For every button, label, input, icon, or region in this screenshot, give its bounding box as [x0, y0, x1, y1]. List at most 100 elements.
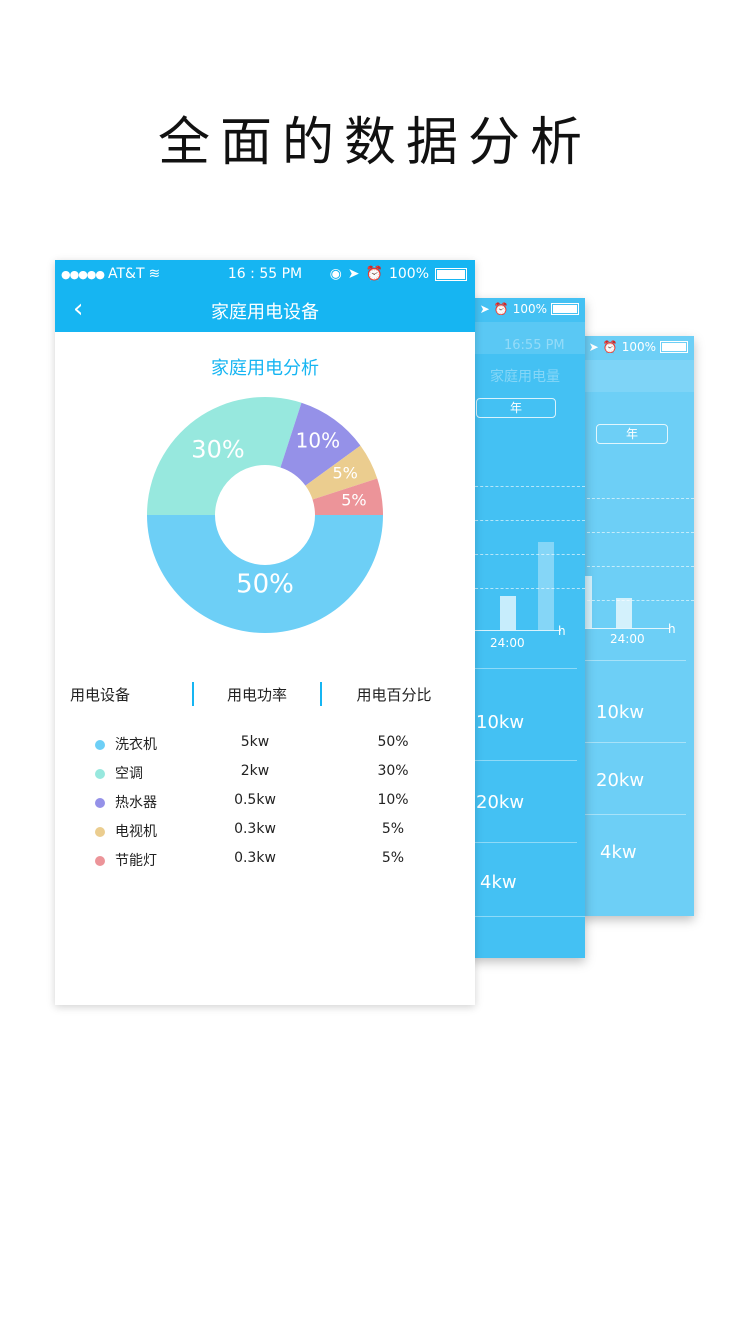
header-power: 用电功率	[226, 686, 287, 704]
table-row: 节能灯 0.3kw 5%	[55, 850, 475, 874]
status-time: 16 : 55 PM	[227, 266, 303, 282]
nav-bar: ●●●●● AT&T ≋ 16 : 55 PM ◉ ➤ ⏰ 100% ‹ 家庭用…	[55, 260, 475, 332]
bar	[500, 596, 516, 630]
headline: 全面的数据分析	[157, 113, 592, 173]
alarm-icon: ⏰	[493, 302, 509, 316]
grid-line	[582, 532, 694, 533]
nav-bar	[582, 360, 694, 392]
grid-line	[582, 566, 694, 567]
x-axis	[470, 630, 561, 631]
header-divider	[320, 682, 322, 706]
kw-value: 20kw	[596, 770, 645, 791]
slice-label-5: 5%	[341, 490, 366, 509]
nav-title: 家庭用电量	[490, 369, 560, 385]
kw-value: 10kw	[596, 702, 645, 723]
slice-label-2: 30%	[191, 435, 244, 463]
bar	[538, 542, 554, 630]
slice-label-3: 10%	[296, 429, 340, 453]
battery-label: 100%	[388, 266, 429, 282]
chart-title: 家庭用电分析	[211, 358, 319, 379]
carrier-label: AT&T	[108, 266, 145, 282]
divider	[582, 660, 686, 661]
device-power: 5kw	[240, 734, 270, 750]
donut-chart: 50% 30% 10% 5% 5%	[147, 396, 383, 633]
table-row: 电视机 0.3kw 5%	[55, 821, 475, 845]
slice-5	[312, 478, 383, 515]
divider	[470, 760, 577, 761]
kw-value: 20kw	[476, 792, 525, 813]
device-power: 0.5kw	[234, 792, 276, 808]
tab-year[interactable]: 年	[596, 424, 668, 444]
status-bar-mini: ➤ ⏰ 100%	[480, 302, 579, 316]
tab-year[interactable]: 年	[476, 398, 556, 418]
grid-line	[470, 486, 585, 487]
slice-4	[305, 445, 378, 500]
kw-value: 4kw	[480, 872, 517, 893]
device-percent: 30%	[377, 763, 409, 779]
device-percent: 5%	[381, 850, 405, 866]
grid-line	[470, 554, 585, 555]
table-row: 热水器 0.5kw 10%	[55, 792, 475, 816]
alarm-icon: ⏰	[365, 266, 383, 282]
legend-dot	[95, 740, 105, 750]
divider	[582, 742, 686, 743]
slice-3	[280, 402, 361, 486]
back-card-mid[interactable]: ➤ ⏰ 100% 16:55 PM 家庭用电量 年 24:00 h 10kw 2…	[470, 298, 585, 958]
grid-line	[470, 520, 585, 521]
wifi-icon: ≋	[148, 266, 161, 282]
device-name: 热水器	[115, 795, 157, 811]
status-bar-mini: ➤ ⏰ 100%	[589, 340, 688, 354]
device-percent: 50%	[377, 734, 409, 750]
x-axis-unit: h	[668, 622, 676, 636]
table-row: 空调 2kw 30%	[55, 763, 475, 787]
back-card-far[interactable]: ➤ ⏰ 100% 年 24:00 h 10kw 20kw 4kw	[582, 336, 694, 916]
kw-value: 4kw	[600, 842, 637, 863]
x-axis-label: 24:00	[490, 636, 525, 650]
signal-icon: ●●●●●	[61, 267, 105, 281]
back-icon[interactable]: ‹	[73, 294, 84, 324]
status-bar: ●●●●● AT&T ≋ 16 : 55 PM ◉ ➤ ⏰ 100%	[55, 260, 475, 288]
slice-label-4: 5%	[332, 464, 357, 483]
battery-label: 100%	[621, 340, 656, 354]
slice-label-1: 50%	[236, 570, 294, 600]
grid-line	[470, 588, 585, 589]
alarm-icon: ⏰	[602, 340, 618, 354]
battery-label: 100%	[512, 302, 547, 316]
device-name: 洗衣机	[115, 737, 157, 753]
divider	[470, 916, 585, 917]
device-name: 电视机	[115, 824, 157, 840]
device-power: 0.3kw	[234, 850, 276, 866]
legend-dot	[95, 798, 105, 808]
device-name: 节能灯	[115, 853, 157, 869]
grid-line	[582, 600, 694, 601]
legend-dot	[95, 769, 105, 779]
bar	[616, 598, 632, 628]
location-icon: ➤	[588, 340, 599, 354]
x-axis-unit: h	[558, 624, 566, 638]
device-percent: 5%	[381, 821, 405, 837]
battery-icon	[435, 267, 467, 281]
header-divider	[192, 682, 194, 706]
device-name: 空调	[115, 766, 143, 782]
grid-line	[582, 498, 694, 499]
slice-1	[147, 515, 383, 633]
lock-rotation-icon: ◉	[329, 266, 342, 282]
x-axis	[582, 628, 670, 629]
location-icon: ➤	[347, 266, 360, 282]
front-phone-screen: ●●●●● AT&T ≋ 16 : 55 PM ◉ ➤ ⏰ 100% ‹ 家庭用…	[55, 260, 475, 1005]
nav-bar	[470, 322, 585, 354]
device-power: 2kw	[240, 763, 270, 779]
kw-value: 10kw	[476, 712, 525, 733]
divider	[470, 668, 577, 669]
bar	[582, 576, 592, 628]
legend-dot	[95, 827, 105, 837]
page-title: 家庭用电设备	[211, 302, 319, 323]
slice-2	[147, 396, 302, 515]
status-time: 16:55 PM	[504, 338, 565, 353]
location-icon: ➤	[479, 302, 490, 316]
device-power: 0.3kw	[234, 821, 276, 837]
device-percent: 10%	[377, 792, 409, 808]
divider	[582, 814, 686, 815]
header-percent: 用电百分比	[356, 686, 432, 704]
x-axis-label: 24:00	[610, 632, 645, 646]
